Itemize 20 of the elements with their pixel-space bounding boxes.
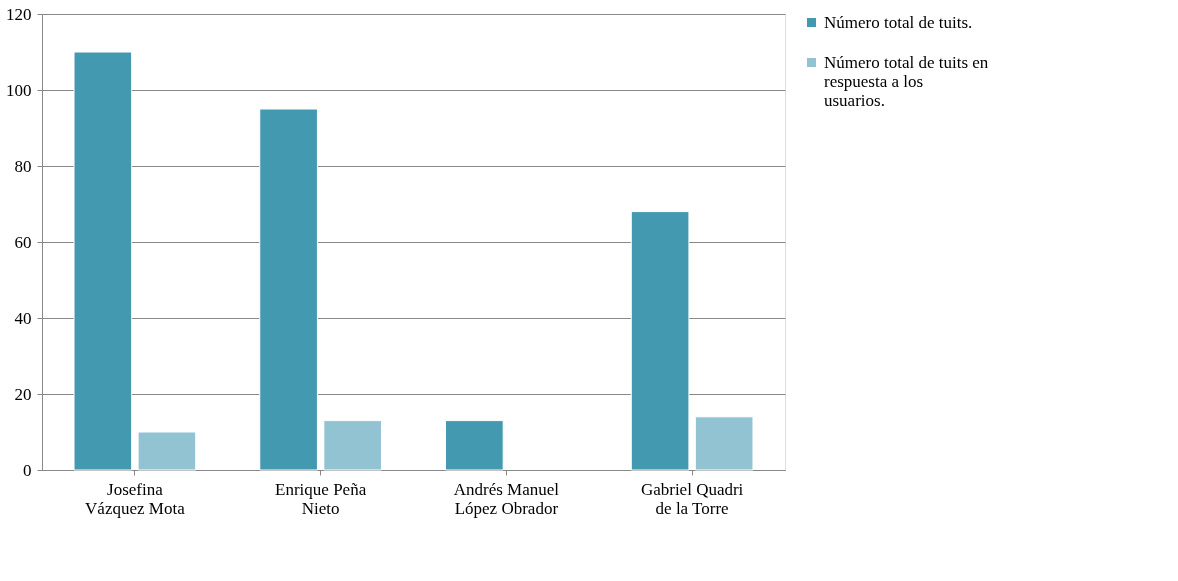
y-tick-label: 120 [6,4,32,24]
x-tick-label: Andrés Manuel López Obrador [453,479,560,518]
y-tick-label: 60 [14,232,32,252]
bar [137,431,197,471]
y-tick-label: 0 [23,460,32,480]
y-tick-label: 40 [14,308,32,328]
bar [259,108,318,471]
bar [630,211,690,471]
x-tick-label: Josefina Vázquez Mota [85,479,186,518]
legend-label: Número total de tuits. [824,12,973,32]
x-tick-label: Gabriel Quadri de la Torre [640,479,744,518]
bar [694,416,754,471]
y-tick-label: 80 [14,156,32,176]
x-tick-label: Enrique Peña Nieto [275,479,367,518]
bar [323,420,382,471]
y-tick-label: 20 [14,384,32,404]
y-tick-label: 100 [6,80,32,100]
bar [73,51,133,471]
bar [445,420,504,471]
legend-label: Número total de tuits en respuesta a los usuarios. [824,52,989,110]
